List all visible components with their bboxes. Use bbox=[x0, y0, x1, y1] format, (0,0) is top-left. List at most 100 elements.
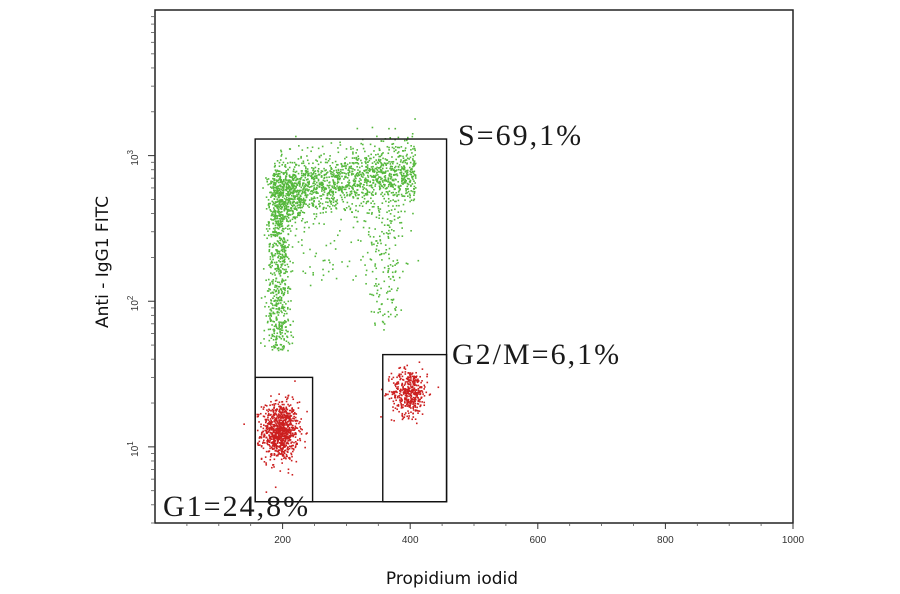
scatter-point bbox=[396, 395, 399, 398]
scatter-point bbox=[334, 181, 336, 184]
scatter-point bbox=[410, 401, 412, 404]
scatter-point bbox=[407, 195, 409, 197]
scatter-point bbox=[414, 410, 417, 412]
scatter-point bbox=[286, 290, 289, 292]
scatter-point bbox=[280, 221, 282, 224]
scatter-point bbox=[402, 155, 404, 158]
scatter-point bbox=[290, 207, 292, 209]
scatter-point bbox=[389, 278, 392, 280]
scatter-point bbox=[311, 176, 313, 179]
scatter-point bbox=[317, 163, 320, 166]
scatter-point bbox=[274, 486, 277, 489]
scatter-point bbox=[294, 171, 297, 174]
scatter-point bbox=[296, 420, 299, 422]
scatter-point bbox=[416, 394, 418, 397]
scatter-point bbox=[284, 181, 287, 184]
scatter-point bbox=[398, 395, 400, 397]
scatter-point bbox=[277, 416, 279, 418]
scatter-point bbox=[384, 172, 386, 174]
scatter-point bbox=[279, 283, 282, 286]
scatter-point bbox=[274, 399, 277, 402]
scatter-point bbox=[395, 173, 397, 176]
scatter-point bbox=[286, 239, 289, 242]
scatter-point bbox=[388, 201, 390, 203]
scatter-point bbox=[366, 164, 369, 166]
scatter-point bbox=[341, 172, 343, 174]
scatter-point bbox=[282, 288, 285, 290]
scatter-point bbox=[280, 203, 283, 206]
scatter-point bbox=[300, 199, 303, 201]
scatter-point bbox=[401, 414, 403, 417]
scatter-point bbox=[376, 166, 378, 169]
scatter-point bbox=[393, 390, 395, 393]
scatter-point bbox=[262, 268, 265, 270]
scatter-point bbox=[284, 252, 287, 255]
scatter-point bbox=[304, 173, 307, 175]
scatter-point bbox=[295, 228, 298, 230]
scatter-point bbox=[297, 241, 300, 243]
scatter-point bbox=[285, 427, 287, 430]
scatter-point bbox=[364, 150, 366, 153]
scatter-point bbox=[306, 155, 308, 157]
scatter-point bbox=[274, 210, 277, 212]
scatter-point bbox=[396, 194, 398, 196]
scatter-point bbox=[283, 256, 286, 259]
scatter-point bbox=[288, 185, 291, 187]
scatter-point bbox=[348, 183, 350, 185]
scatter-point bbox=[288, 343, 291, 345]
scatter-point bbox=[296, 184, 299, 186]
scatter-point bbox=[316, 187, 318, 189]
x-tick-label: 600 bbox=[529, 535, 546, 546]
scatter-point bbox=[370, 184, 373, 186]
scatter-point bbox=[381, 221, 383, 224]
scatter-point bbox=[402, 178, 405, 181]
scatter-point bbox=[291, 225, 293, 227]
scatter-point bbox=[272, 292, 275, 294]
scatter-point bbox=[288, 457, 290, 459]
scatter-point bbox=[298, 185, 301, 187]
scatter-point bbox=[294, 445, 297, 447]
scatter-point bbox=[376, 178, 379, 181]
scatter-point bbox=[314, 191, 316, 193]
scatter-point bbox=[279, 453, 282, 455]
scatter-point bbox=[273, 261, 276, 264]
scatter-point bbox=[307, 185, 309, 188]
scatter-point bbox=[274, 233, 276, 236]
scatter-point bbox=[314, 197, 316, 200]
scatter-point bbox=[295, 422, 298, 425]
scatter-point bbox=[282, 179, 285, 181]
scatter-point bbox=[277, 422, 279, 424]
scatter-point bbox=[387, 191, 389, 193]
scatter-point bbox=[318, 173, 320, 176]
scatter-point bbox=[409, 161, 412, 164]
scatter-point bbox=[269, 283, 272, 286]
scatter-point bbox=[403, 416, 406, 418]
scatter-point bbox=[273, 448, 275, 450]
scatter-point bbox=[300, 195, 302, 198]
scatter-point bbox=[273, 420, 275, 423]
scatter-point bbox=[426, 373, 429, 376]
scatter-point bbox=[304, 194, 306, 197]
scatter-point bbox=[396, 376, 398, 379]
scatter-point bbox=[413, 194, 415, 197]
scatter-point bbox=[318, 222, 320, 225]
scatter-point bbox=[400, 397, 403, 400]
scatter-point bbox=[313, 175, 316, 178]
scatter-point bbox=[281, 329, 284, 332]
scatter-point bbox=[272, 243, 274, 246]
scatter-point bbox=[402, 404, 404, 406]
scatter-point bbox=[270, 395, 272, 397]
scatter-point bbox=[405, 170, 407, 172]
scatter-point bbox=[320, 279, 323, 281]
scatter-point bbox=[291, 246, 294, 248]
scatter-point bbox=[355, 205, 357, 207]
scatter-point bbox=[275, 344, 278, 346]
scatter-point bbox=[308, 186, 311, 189]
scatter-point bbox=[277, 453, 280, 455]
scatter-point bbox=[396, 146, 399, 149]
scatter-point bbox=[272, 429, 275, 432]
scatter-point bbox=[275, 444, 278, 446]
scatter-point bbox=[400, 146, 403, 148]
scatter-point bbox=[284, 249, 287, 252]
scatter-point bbox=[366, 161, 369, 163]
